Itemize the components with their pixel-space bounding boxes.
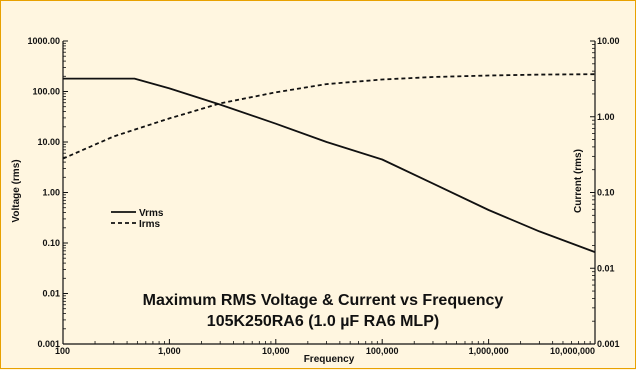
y-axis-right-label: Current (rms) xyxy=(573,149,584,213)
y-left-tick-label: 100.00 xyxy=(32,87,60,97)
series-layer xyxy=(62,73,596,253)
y-right-tick-label: 0.01 xyxy=(597,263,615,273)
y-right-tick-label: 0.10 xyxy=(597,188,615,198)
x-tick-label: 1,000 xyxy=(158,346,181,356)
legend: Vrms Irms xyxy=(111,208,164,230)
chart-subtitle: 105K250RA6 (1.0 µF RA6 MLP) xyxy=(207,313,439,330)
x-tick-label: 100,000 xyxy=(366,346,399,356)
y-axis-left-label: Voltage (rms) xyxy=(11,159,22,222)
x-tick-label: 1,000,000 xyxy=(469,346,509,356)
y-left-tick-label: 1.00 xyxy=(42,188,60,198)
series-line-vrms xyxy=(63,77,596,253)
y-left-tick-label: 10.00 xyxy=(37,137,60,147)
legend-label-irms: Irms xyxy=(139,219,161,230)
y-left-tick-label: 1000.00 xyxy=(27,36,60,46)
x-tick-label: 10,000,000 xyxy=(550,346,595,356)
y-left-tick-label: 0.001 xyxy=(37,339,60,349)
x-tick-label: 100 xyxy=(55,346,70,356)
y-left-tick-label: 0.10 xyxy=(42,238,60,248)
axes: 100 1,000 10,000 100,000 1,000,000 10,000,000… xyxy=(27,36,619,356)
x-tick-label: 10,000 xyxy=(262,346,290,356)
series-line-irms xyxy=(62,73,596,160)
y-left-tick-label: 0.01 xyxy=(42,289,60,299)
y-right-tick-label: 0.001 xyxy=(597,339,620,349)
x-axis-label: Frequency xyxy=(304,354,355,365)
y-right-tick-label: 10.00 xyxy=(597,36,620,46)
chart-title: Maximum RMS Voltage & Current vs Frequen… xyxy=(143,292,504,309)
legend-label-vrms: Vrms xyxy=(139,208,164,219)
y-right-tick-label: 1.00 xyxy=(597,112,615,122)
